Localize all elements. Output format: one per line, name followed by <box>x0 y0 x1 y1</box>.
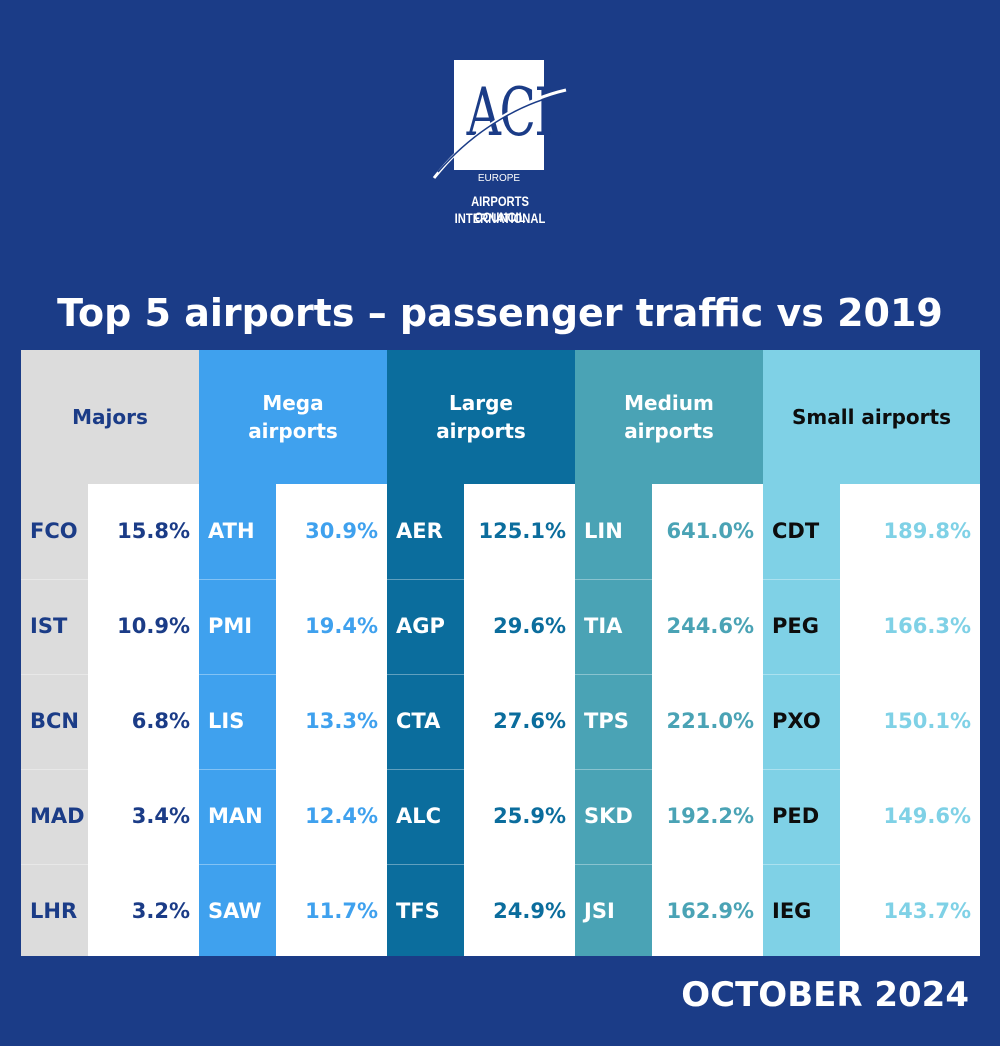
airport-code: AER <box>396 519 443 543</box>
traffic-change-value: 3.2% <box>131 899 190 923</box>
row-divider <box>21 769 88 770</box>
traffic-change-value: 29.6% <box>493 614 566 638</box>
traffic-change-value: 150.1% <box>883 709 971 733</box>
row-divider <box>763 579 840 580</box>
airport-code: PED <box>772 804 820 828</box>
logo-swoosh-icon <box>432 88 567 179</box>
traffic-change-value: 11.7% <box>305 899 378 923</box>
airport-code: CDT <box>772 519 820 543</box>
logo-line2: INTERNATIONAL <box>454 210 546 226</box>
traffic-change-value: 27.6% <box>493 709 566 733</box>
value-column: 125.1% 29.6% 27.6% 25.9% 24.9% <box>464 484 575 956</box>
airport-code: SKD <box>584 804 633 828</box>
airport-code: LIS <box>208 709 245 733</box>
value-column: 15.8% 10.9% 6.8% 3.4% 3.2% <box>88 484 199 956</box>
airport-code: TIA <box>584 614 623 638</box>
airport-traffic-table: Majors FCO IST BCN MAD LHR 15.8% 10.9% 6.8% 3.4% 3… <box>21 350 980 956</box>
aci-europe-logo: ACI EUROPE AIRPORTS COUNCIL INTERNATIONA… <box>432 60 568 235</box>
group-large: Large airports AER AGP CTA ALC TFS 125.1% 29.6%… <box>387 350 575 956</box>
traffic-change-value: 192.2% <box>666 804 754 828</box>
traffic-change-value: 149.6% <box>883 804 971 828</box>
logo-plate <box>454 60 544 188</box>
airport-code: JSI <box>584 899 615 923</box>
code-column: ATH PMI LIS MAN SAW <box>199 484 276 956</box>
airport-code: BCN <box>30 709 79 733</box>
traffic-change-value: 143.7% <box>883 899 971 923</box>
code-column: LIN TIA TPS SKD JSI <box>575 484 652 956</box>
traffic-change-value: 19.4% <box>305 614 378 638</box>
row-divider <box>387 864 464 865</box>
airport-code: CTA <box>396 709 441 733</box>
row-divider <box>199 864 276 865</box>
airport-code: ATH <box>208 519 255 543</box>
traffic-change-value: 13.3% <box>305 709 378 733</box>
report-date: OCTOBER 2024 <box>681 975 969 1015</box>
traffic-change-value: 30.9% <box>305 519 378 543</box>
group-header-majors: Majors <box>72 405 148 429</box>
row-divider <box>763 769 840 770</box>
group-medium: Medium airports LIN TIA TPS SKD JSI 641.0% 244.… <box>575 350 763 956</box>
airport-code: IEG <box>772 899 812 923</box>
logo-region: EUROPE <box>454 170 544 188</box>
value-column: 30.9% 19.4% 13.3% 12.4% 11.7% <box>276 484 387 956</box>
row-divider <box>575 864 652 865</box>
group-mega: Mega airports ATH PMI LIS MAN SAW 30.9% 19.4% 13… <box>199 350 387 956</box>
group-small: Small airports CDT PEG PXO PED IEG 189.8% 166.3… <box>763 350 980 956</box>
airport-code: IST <box>30 614 68 638</box>
chart-title: Top 5 airports – passenger traffic vs 20… <box>57 291 943 335</box>
value-column: 641.0% 244.6% 221.0% 192.2% 162.9% <box>652 484 763 956</box>
logo-line1: AIRPORTS COUNCIL <box>471 193 529 225</box>
row-divider <box>199 674 276 675</box>
traffic-change-value: 125.1% <box>478 519 566 543</box>
airport-code: ALC <box>396 804 442 828</box>
row-divider <box>21 579 88 580</box>
traffic-change-value: 166.3% <box>883 614 971 638</box>
airport-code: LHR <box>30 899 78 923</box>
airport-code: AGP <box>396 614 445 638</box>
traffic-change-value: 221.0% <box>666 709 754 733</box>
airport-code: TFS <box>396 899 440 923</box>
group-header-small: Small airports <box>791 405 951 429</box>
airport-code: FCO <box>30 519 78 543</box>
row-divider <box>387 579 464 580</box>
traffic-change-value: 24.9% <box>493 899 566 923</box>
airport-code: SAW <box>208 899 262 923</box>
row-divider <box>199 769 276 770</box>
airport-code: LIN <box>584 519 623 543</box>
row-divider <box>387 674 464 675</box>
airport-code: PEG <box>772 614 819 638</box>
traffic-change-value: 10.9% <box>117 614 190 638</box>
row-divider <box>199 579 276 580</box>
code-column: CDT PEG PXO PED IEG <box>763 484 840 956</box>
traffic-change-value: 6.8% <box>131 709 190 733</box>
traffic-change-value: 15.8% <box>117 519 190 543</box>
row-divider <box>387 769 464 770</box>
traffic-change-value: 3.4% <box>131 804 190 828</box>
row-divider <box>575 674 652 675</box>
group-header-large: Large airports <box>436 391 526 443</box>
airport-code: PMI <box>208 614 253 638</box>
row-divider <box>763 864 840 865</box>
row-divider <box>575 579 652 580</box>
traffic-change-value: 189.8% <box>883 519 971 543</box>
row-divider <box>575 769 652 770</box>
airport-code: MAD <box>30 804 85 828</box>
airport-code: MAN <box>208 804 263 828</box>
group-header-mega: Mega airports <box>248 391 338 443</box>
row-divider <box>21 864 88 865</box>
traffic-change-value: 244.6% <box>666 614 754 638</box>
traffic-change-value: 12.4% <box>305 804 378 828</box>
traffic-change-value: 25.9% <box>493 804 566 828</box>
row-divider <box>763 674 840 675</box>
value-column: 189.8% 166.3% 150.1% 149.6% 143.7% <box>840 484 980 956</box>
group-header-medium: Medium airports <box>624 391 714 443</box>
airport-code: PXO <box>772 709 821 733</box>
code-column: FCO IST BCN MAD LHR <box>21 484 88 956</box>
traffic-change-value: 162.9% <box>666 899 754 923</box>
traffic-change-value: 641.0% <box>666 519 754 543</box>
airport-code: TPS <box>584 709 629 733</box>
group-majors: Majors FCO IST BCN MAD LHR 15.8% 10.9% 6.8% 3.4% 3… <box>21 350 199 956</box>
code-column: AER AGP CTA ALC TFS <box>387 484 464 956</box>
row-divider <box>21 674 88 675</box>
